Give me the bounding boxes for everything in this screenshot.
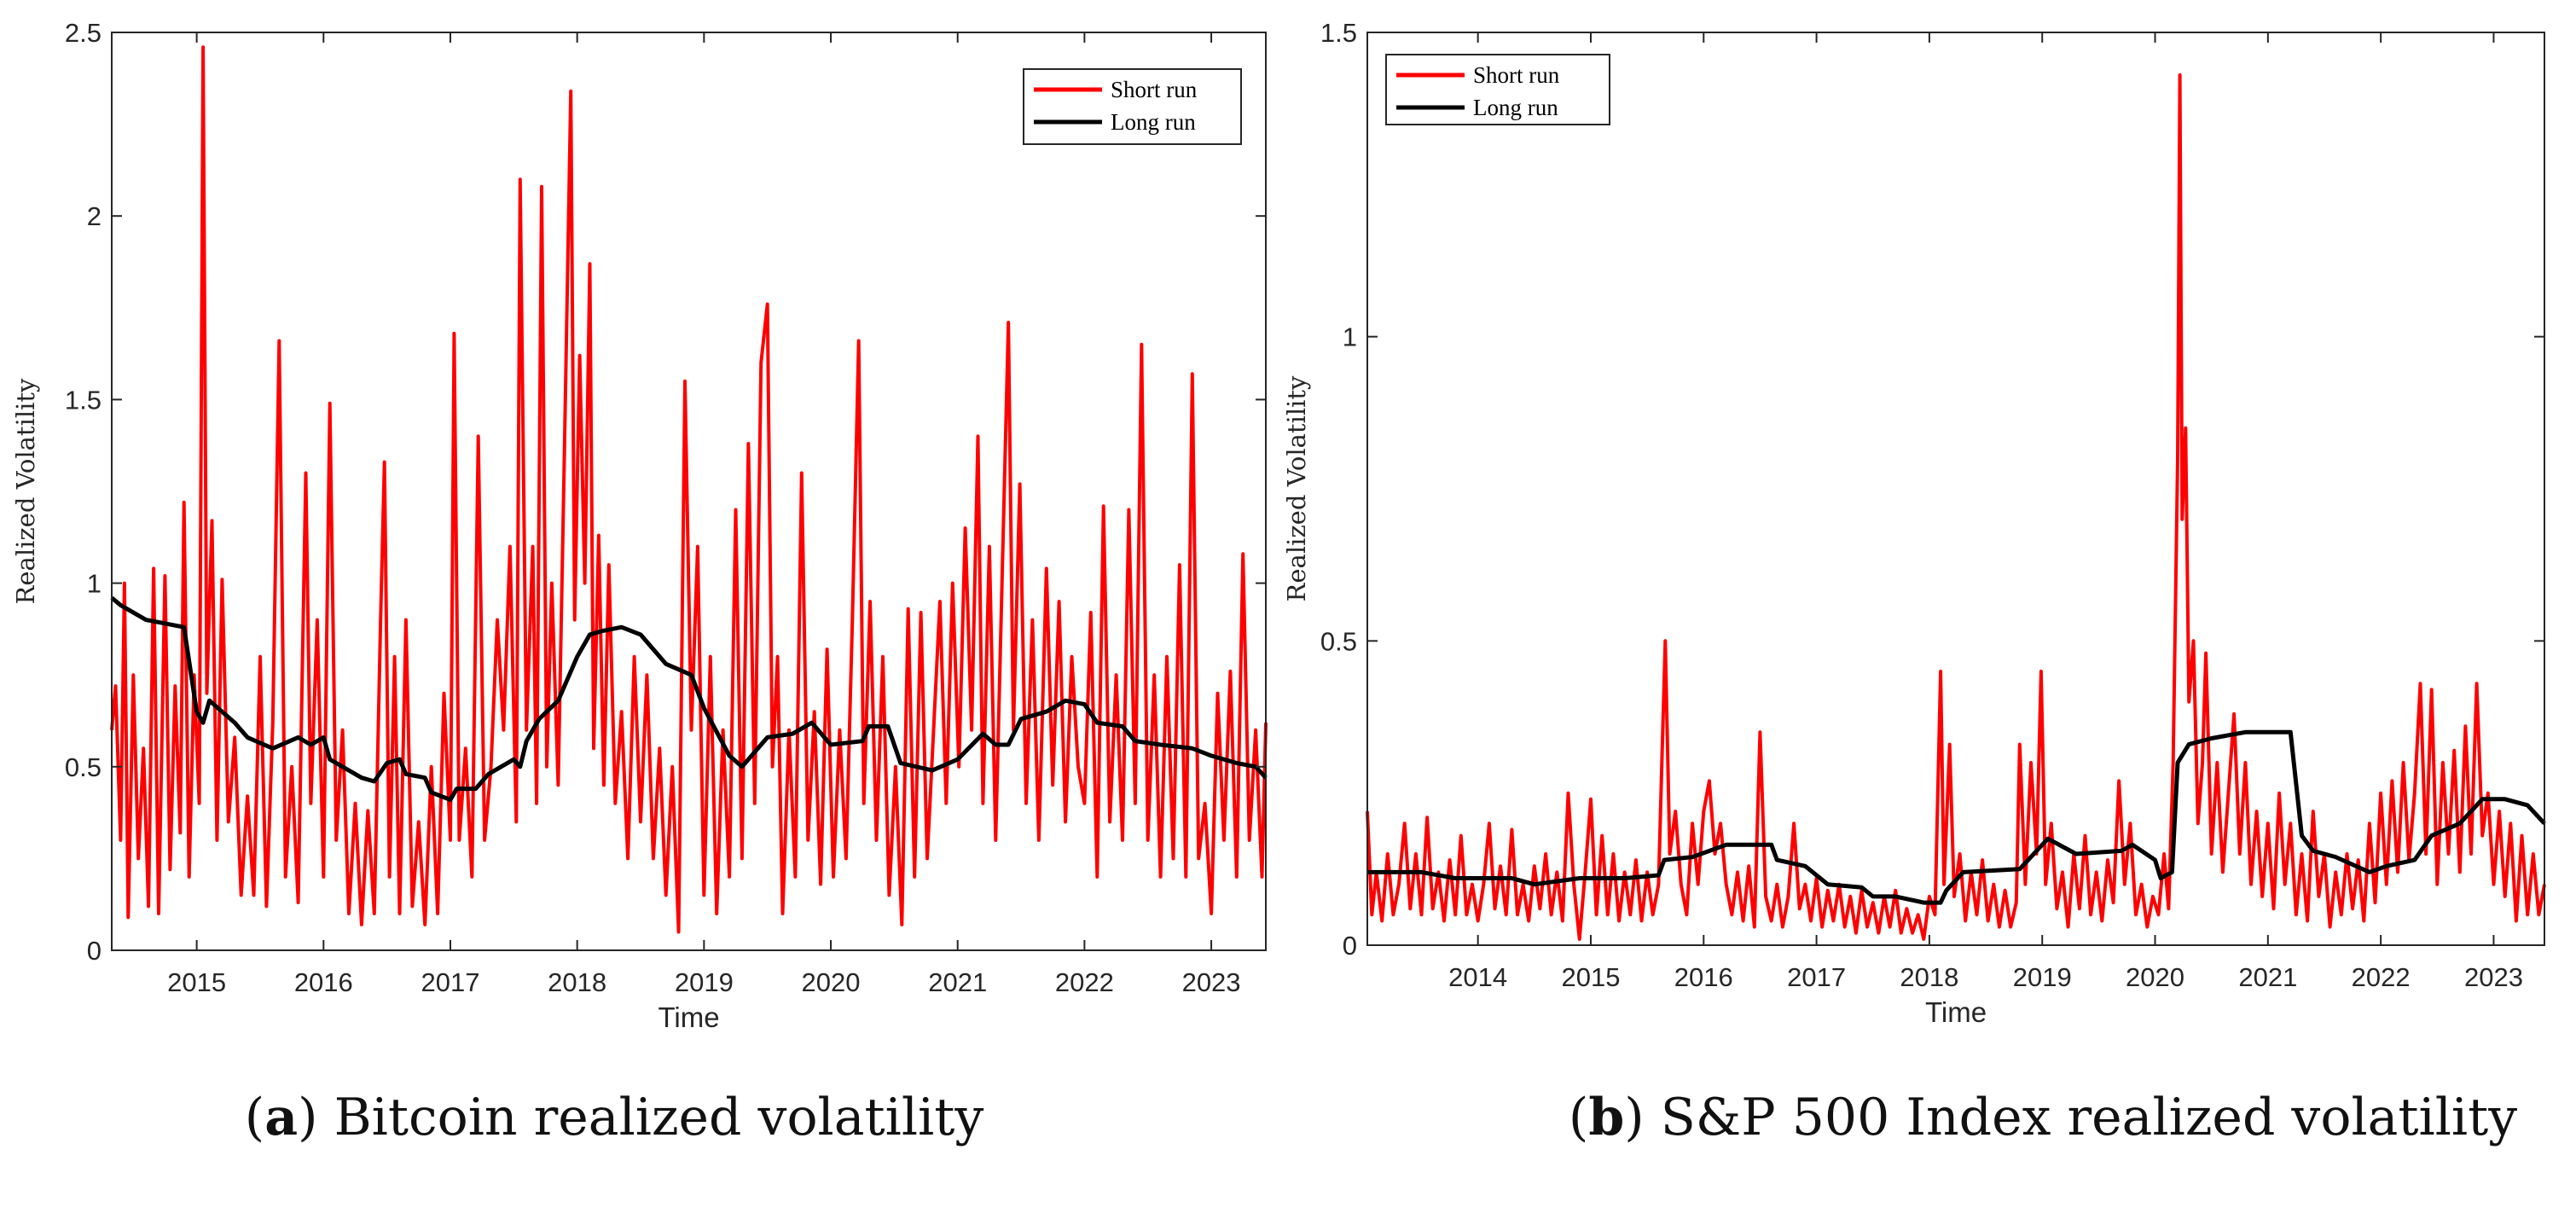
x-tick-label: 2020 — [2126, 962, 2184, 992]
y-tick-label: 0.5 — [65, 752, 102, 782]
x-tick-label: 2018 — [548, 967, 606, 997]
x-tick-label: 2014 — [1448, 962, 1507, 992]
series-line-short-run — [110, 45, 1268, 934]
x-tick-label: 2016 — [294, 967, 353, 997]
y-tick-label: 0 — [87, 936, 102, 966]
caption-b-text: S&P 500 Index realized volatility — [1660, 1088, 2518, 1147]
x-tick-label: 2017 — [1787, 962, 1846, 992]
y-tick-label: 0 — [1343, 931, 1357, 961]
x-tick-label: 2018 — [1900, 962, 1958, 992]
caption-a-letter: a — [264, 1088, 299, 1147]
y-tick-label: 0.5 — [1320, 626, 1357, 656]
legend-label: Short run — [1111, 77, 1198, 102]
x-tick-label: 2022 — [1055, 967, 1114, 997]
y-tick-label: 2.5 — [65, 18, 102, 48]
caption-b-letter: b — [1588, 1088, 1625, 1147]
x-tick-label: 2021 — [928, 967, 987, 997]
x-tick-label: 2019 — [675, 967, 734, 997]
x-tick-label: 2017 — [421, 967, 479, 997]
x-tick-label: 2016 — [1674, 962, 1733, 992]
legend-box — [1385, 54, 1610, 125]
y-tick-label: 2 — [87, 201, 102, 231]
legend: Short run Long run — [1023, 68, 1242, 145]
y-axis-label: Realized Volatility — [1282, 375, 1311, 601]
caption-a: (a) Bitcoin realized volatility — [244, 1088, 984, 1147]
legend-label: Long run — [1111, 109, 1196, 135]
x-axis-label: Time — [658, 1001, 719, 1033]
x-tick-label: 2019 — [2013, 962, 2072, 992]
chart-b: 2014 2015 2016 2017 2018 2019 2020 2021 2022 2023… — [1282, 18, 2546, 1028]
x-axis-label: Time — [1925, 996, 1987, 1028]
y-axis-label: Realized Volatility — [11, 378, 40, 604]
x-tick-label: 2021 — [2238, 962, 2297, 992]
x-tick-label: 2020 — [802, 967, 861, 997]
series-line-long-run — [1367, 729, 2546, 905]
x-tick-label: 2015 — [1561, 962, 1620, 992]
y-tick-label: 1 — [1343, 322, 1357, 352]
legend: Short run Long run — [1385, 54, 1610, 125]
y-tick-label: 1.5 — [1320, 18, 1357, 48]
x-tick-label: 2015 — [167, 967, 226, 997]
y-tick-label: 1 — [87, 569, 102, 599]
caption-b: (b) S&P 500 Index realized volatility — [1568, 1088, 2518, 1147]
chart-a: 2015 2016 2017 2018 2019 2020 2021 2022 2023 0 0.5… — [11, 18, 1268, 1033]
legend-label: Long run — [1473, 95, 1558, 120]
series-line-long-run — [110, 595, 1268, 802]
x-tick-label: 2023 — [2464, 962, 2523, 992]
x-tick-label: 2022 — [2352, 962, 2411, 992]
axes-box — [1366, 32, 2545, 946]
y-tick-label: 1.5 — [65, 385, 102, 415]
legend-box — [1023, 68, 1242, 145]
axes-box — [111, 32, 1267, 951]
x-tick-label: 2023 — [1182, 967, 1241, 997]
series-line-short-run — [1366, 73, 2546, 941]
caption-a-text: Bitcoin realized volatility — [334, 1088, 984, 1147]
legend-label: Short run — [1473, 62, 1560, 88]
